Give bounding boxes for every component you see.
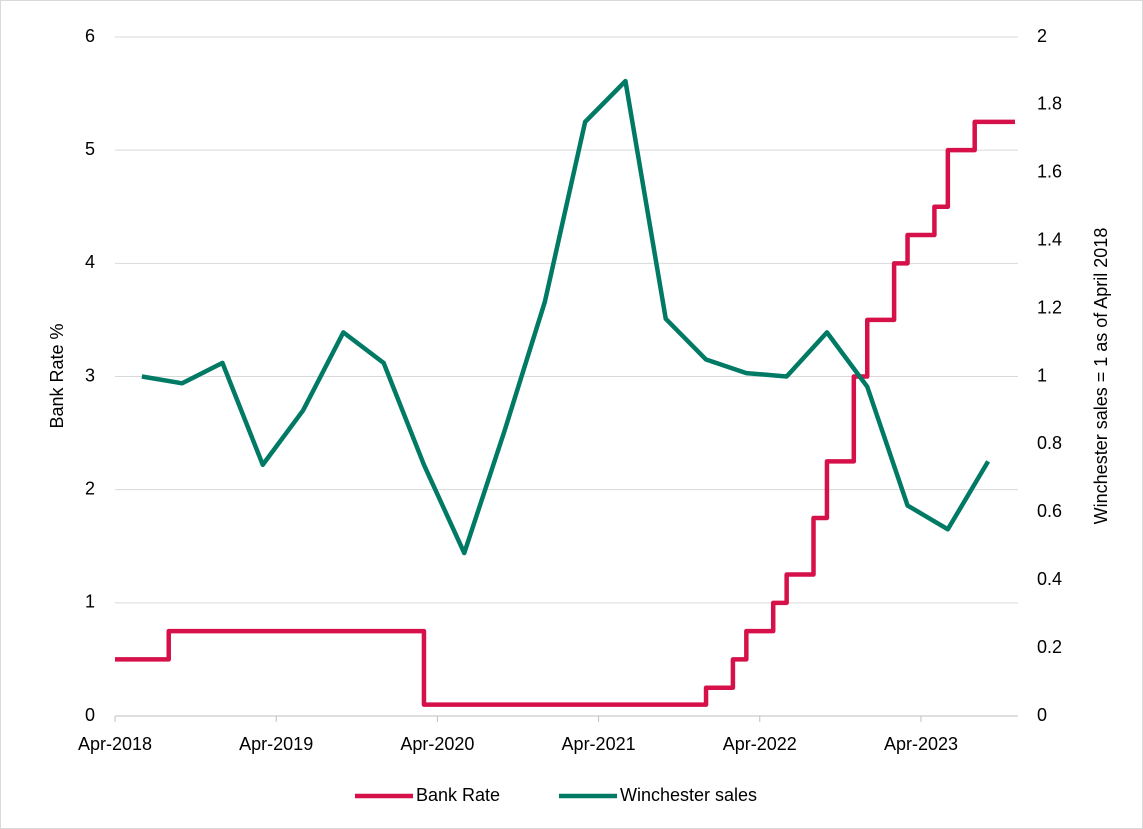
y-tick-label: 4 xyxy=(85,252,95,272)
x-tick-label: Apr-2018 xyxy=(78,734,152,754)
y-tick-label: 2 xyxy=(85,478,95,498)
y2-axis-label: Winchester sales = 1 as of April 2018 xyxy=(1091,228,1111,525)
y2-tick-label: 1.2 xyxy=(1037,297,1062,317)
x-tick-label: Apr-2019 xyxy=(239,734,313,754)
x-tick-label: Apr-2020 xyxy=(400,734,474,754)
y-tick-label: 5 xyxy=(85,139,95,159)
y2-tick-label: 0.6 xyxy=(1037,501,1062,521)
y-tick-label: 1 xyxy=(85,592,95,612)
legend-label: Winchester sales xyxy=(620,785,757,805)
y2-tick-label: 0 xyxy=(1037,705,1047,725)
y2-tick-label: 1.6 xyxy=(1037,162,1062,182)
line-series xyxy=(141,78,991,556)
x-tick-label: Apr-2022 xyxy=(723,734,797,754)
line-series xyxy=(115,119,1015,707)
y2-tick-label: 1.4 xyxy=(1037,229,1062,249)
y-axis-label: Bank Rate % xyxy=(47,323,67,428)
x-tick-label: Apr-2021 xyxy=(562,734,636,754)
y2-tick-label: 0.4 xyxy=(1037,569,1062,589)
legend-label: Bank Rate xyxy=(416,785,500,805)
y2-tick-label: 1 xyxy=(1037,365,1047,385)
y-tick-label: 6 xyxy=(85,26,95,46)
x-tick-label: Apr-2023 xyxy=(884,734,958,754)
y-tick-label: 0 xyxy=(85,705,95,725)
y2-tick-label: 2 xyxy=(1037,26,1047,46)
y2-tick-label: 0.8 xyxy=(1037,433,1062,453)
y2-tick-label: 0.2 xyxy=(1037,637,1062,657)
y2-tick-label: 1.8 xyxy=(1037,94,1062,114)
y-tick-label: 3 xyxy=(85,365,95,385)
